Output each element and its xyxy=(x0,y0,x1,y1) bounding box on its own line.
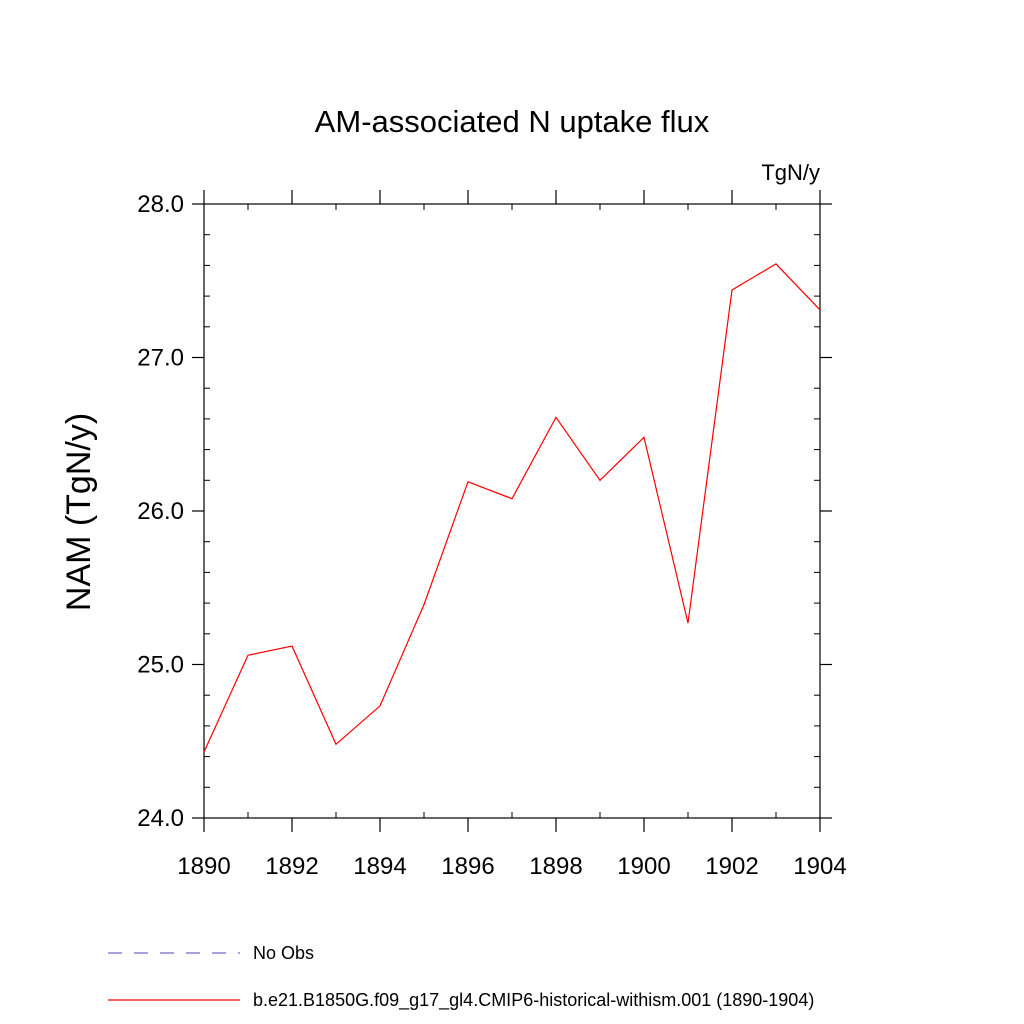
y-tick-label: 27.0 xyxy=(137,345,184,372)
x-tick-label: 1902 xyxy=(705,853,758,880)
x-tick-label: 1900 xyxy=(617,853,670,880)
plot-frame xyxy=(203,203,821,819)
x-tick-label: 1892 xyxy=(265,853,318,880)
y-tick-label: 26.0 xyxy=(137,498,184,525)
legend: No Obs b.e21.B1850G.f09_g17_gl4.CMIP6-hi… xyxy=(108,943,814,1011)
axis-ticks xyxy=(192,190,832,832)
series-line xyxy=(203,263,821,753)
y-tick-label: 28.0 xyxy=(137,191,184,218)
chart-title: AM-associated N uptake flux xyxy=(315,104,710,139)
x-tick-label: 1894 xyxy=(353,853,406,880)
series-layer xyxy=(203,263,821,753)
legend-label-model: b.e21.B1850G.f09_g17_gl4.CMIP6-historica… xyxy=(253,990,814,1011)
y-axis-label: NAM (TgN/y) xyxy=(60,413,98,611)
x-tick-label: 1898 xyxy=(529,853,582,880)
x-tick-label: 1904 xyxy=(793,853,846,880)
y-tick-label: 25.0 xyxy=(137,652,184,679)
legend-label-no-obs: No Obs xyxy=(253,943,314,963)
units-label: TgN/y xyxy=(761,160,820,185)
x-tick-label: 1896 xyxy=(441,853,494,880)
y-tick-label: 24.0 xyxy=(137,805,184,832)
x-tick-label: 1890 xyxy=(177,853,230,880)
tick-labels: 24.0 25.0 26.0 27.0 28.0 1890 1892 1894 1896 1898… xyxy=(137,191,846,880)
